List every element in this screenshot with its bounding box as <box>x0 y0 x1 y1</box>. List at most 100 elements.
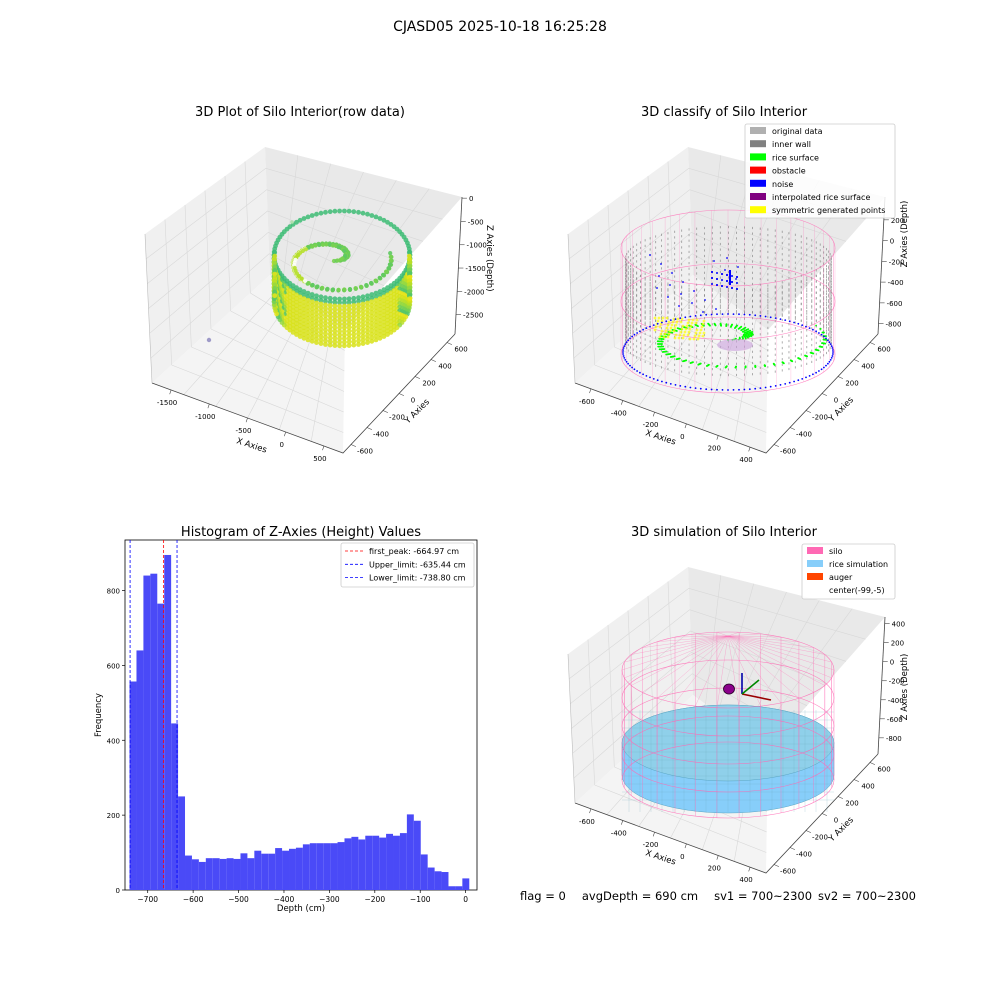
raw-point <box>346 318 352 323</box>
inner-wall-point <box>728 306 729 309</box>
raw-point <box>297 312 303 318</box>
inner-wall-point <box>781 341 783 344</box>
inner-wall-point <box>774 353 776 356</box>
raw-point <box>297 334 303 339</box>
noise-point <box>784 319 787 321</box>
raw-point <box>373 330 379 336</box>
raw-point <box>356 320 361 326</box>
inner-wall-point <box>767 287 769 290</box>
inner-wall-point <box>806 304 808 307</box>
inner-wall-point <box>674 241 676 245</box>
classify-3d-x-label: X Axies <box>644 428 677 447</box>
axis-edge <box>151 333 456 454</box>
inner-wall-point <box>826 287 827 290</box>
raw-point <box>387 262 392 267</box>
inner-wall-point <box>667 232 669 235</box>
inner-wall-point <box>759 300 761 303</box>
inner-wall-point <box>625 255 627 258</box>
inner-wall-point <box>830 305 832 309</box>
inner-wall-point <box>655 331 657 334</box>
raw-point <box>305 315 311 321</box>
inner-wall-point <box>823 303 825 306</box>
inner-wall-point <box>781 264 783 267</box>
inner-wall-point <box>828 256 830 259</box>
raw-point <box>323 295 328 301</box>
raw-point <box>337 321 342 327</box>
raw-y-tick: 600 <box>454 346 467 354</box>
inner-wall-point <box>794 295 796 298</box>
inner-wall-point <box>688 250 690 253</box>
inner-wall-point <box>806 282 808 285</box>
inner-wall-point <box>819 339 821 342</box>
inner-wall-point <box>759 289 761 292</box>
histogram-bar <box>157 603 165 890</box>
inner-wall-point <box>630 267 631 271</box>
histogram-bar <box>393 835 400 890</box>
histogram-bar <box>330 843 338 890</box>
silo-roof-wire <box>695 635 729 707</box>
inner-wall-point <box>830 339 832 342</box>
noise-point <box>735 278 737 280</box>
simulation-x-tick-mark <box>748 867 751 872</box>
raw-point <box>360 308 366 314</box>
inner-wall-point <box>823 290 825 293</box>
inner-wall-point <box>826 323 827 327</box>
inner-wall-point <box>627 256 629 259</box>
inner-wall-point <box>728 351 729 354</box>
inner-wall-point <box>811 312 813 315</box>
raw-point <box>365 211 370 217</box>
inner-wall-point <box>667 254 669 257</box>
raw-point <box>360 294 366 300</box>
inner-wall-point <box>781 346 783 350</box>
inner-wall-point <box>767 267 769 270</box>
inner-wall-point <box>688 262 690 265</box>
inner-wall-point <box>674 363 676 366</box>
inner-wall-point <box>806 270 808 273</box>
inner-wall-point <box>661 250 662 253</box>
inner-wall-point <box>674 324 676 327</box>
raw-point <box>305 312 311 318</box>
raw-point <box>356 313 361 319</box>
rice-surface-point <box>797 357 799 359</box>
symmetric-point <box>669 326 673 330</box>
inner-wall-point <box>811 256 813 259</box>
inner-wall-point <box>819 265 821 269</box>
axis-edge <box>574 333 879 454</box>
inner-wall-point <box>830 255 832 258</box>
raw-point <box>327 303 333 308</box>
inner-wall-point <box>719 276 721 279</box>
raw-point <box>305 301 311 307</box>
inner-wall-point <box>632 307 634 310</box>
inner-wall-point <box>632 343 634 346</box>
inner-wall-point <box>640 274 642 278</box>
raw-point <box>323 309 328 315</box>
rice-surface-point <box>741 336 744 338</box>
inner-wall-point <box>661 315 662 319</box>
raw-point <box>346 328 352 334</box>
inner-wall-point <box>774 336 776 340</box>
inner-wall-point <box>688 295 690 298</box>
inner-wall-point <box>667 304 669 308</box>
raw-3d-title: 3D Plot of Silo Interior(row data) <box>195 105 405 120</box>
legend-label: center(-99,-5) <box>829 586 885 595</box>
inner-wall-point <box>823 296 825 299</box>
symmetric-point <box>692 337 696 341</box>
raw-point <box>356 306 361 311</box>
symmetric-point <box>667 320 671 324</box>
inner-wall-point <box>823 354 825 357</box>
inner-wall-point <box>752 373 753 376</box>
inner-wall-point <box>632 245 634 248</box>
raw-point <box>301 296 307 302</box>
inner-wall-point <box>759 255 761 258</box>
simulation-x-tick-mark <box>589 808 592 814</box>
inner-wall-point <box>719 368 721 371</box>
raw-point <box>332 339 338 345</box>
classify-x-tick: -200 <box>643 421 659 429</box>
symmetric-point <box>691 318 695 322</box>
inner-wall-point <box>704 277 705 280</box>
noise-point <box>684 385 687 388</box>
inner-wall-point <box>630 329 631 332</box>
inner-wall-point <box>788 282 790 285</box>
inner-wall-point <box>826 292 827 296</box>
